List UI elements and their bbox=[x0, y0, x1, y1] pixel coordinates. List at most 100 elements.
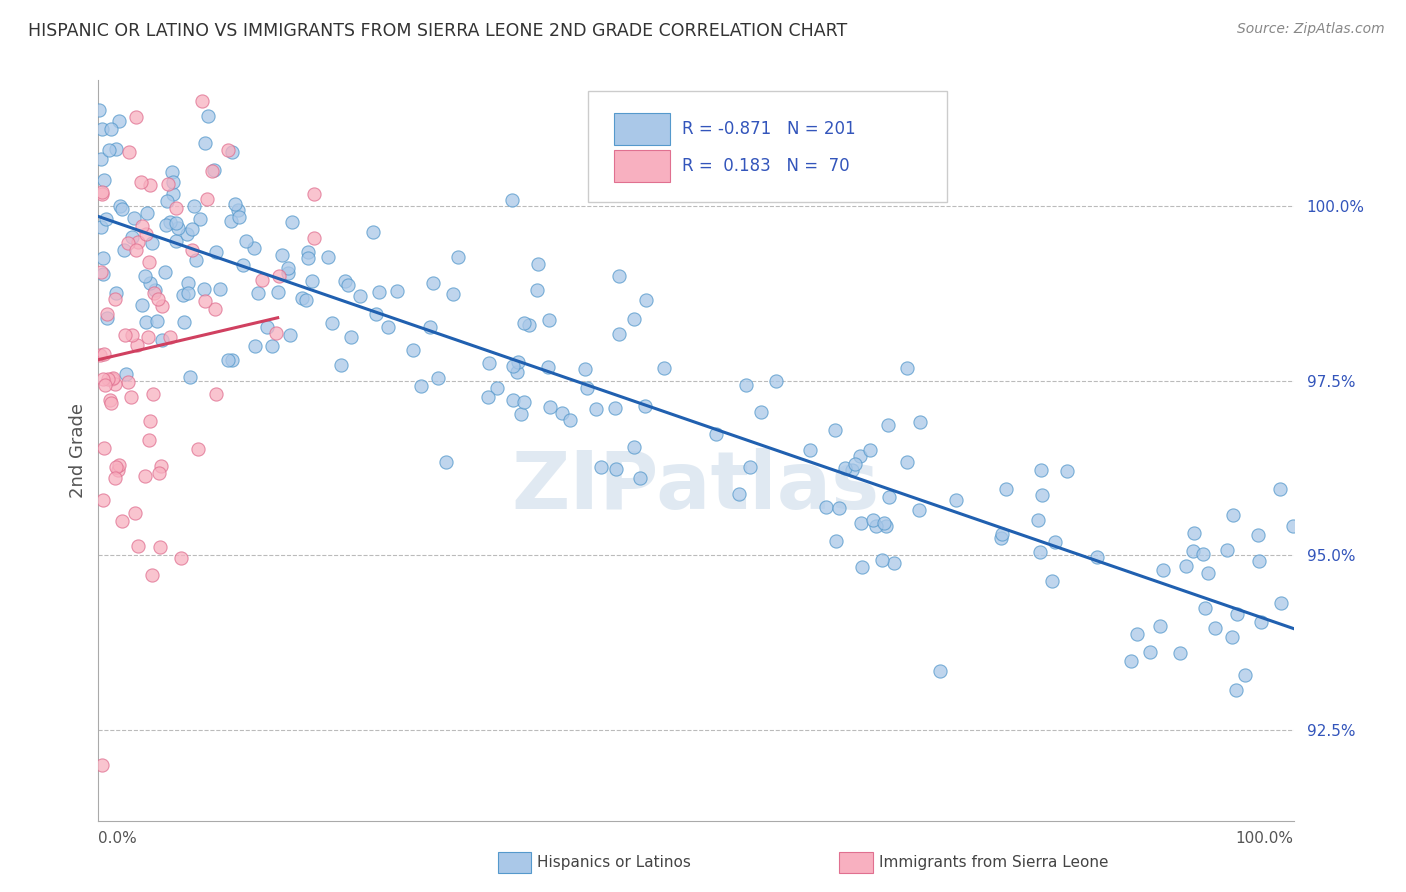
Point bbox=[217, 352, 239, 367]
Point bbox=[121, 230, 143, 244]
Text: HISPANIC OR LATINO VS IMMIGRANTS FROM SIERRA LEONE 2ND GRADE CORRELATION CHART: HISPANIC OR LATINO VS IMMIGRANTS FROM SI… bbox=[28, 22, 848, 40]
Point bbox=[124, 506, 146, 520]
Point bbox=[1031, 488, 1053, 502]
Point bbox=[204, 387, 226, 401]
Point bbox=[1204, 621, 1226, 635]
Point bbox=[851, 516, 873, 531]
Point bbox=[502, 359, 524, 373]
Point bbox=[181, 221, 204, 235]
Point bbox=[91, 122, 114, 136]
Point bbox=[402, 343, 425, 358]
Point bbox=[1234, 668, 1257, 682]
Point bbox=[628, 471, 651, 485]
Point bbox=[184, 253, 207, 268]
Point bbox=[297, 251, 319, 265]
Point bbox=[157, 177, 180, 191]
Point bbox=[98, 143, 121, 157]
Point bbox=[1126, 627, 1149, 641]
Point bbox=[209, 282, 232, 296]
Point bbox=[349, 289, 371, 303]
Point bbox=[1226, 607, 1249, 622]
Point bbox=[387, 284, 409, 298]
Point bbox=[94, 212, 117, 227]
Point bbox=[364, 307, 387, 321]
Point bbox=[100, 396, 122, 410]
Point bbox=[125, 110, 148, 124]
Y-axis label: 2nd Grade: 2nd Grade bbox=[69, 403, 87, 498]
Point bbox=[1043, 534, 1066, 549]
Point bbox=[1152, 563, 1174, 577]
Point bbox=[575, 381, 598, 395]
Point bbox=[834, 460, 856, 475]
Point bbox=[505, 365, 527, 379]
Point bbox=[97, 372, 120, 386]
Point bbox=[149, 459, 172, 474]
Point bbox=[91, 251, 114, 265]
Point bbox=[100, 122, 122, 136]
Point bbox=[96, 307, 118, 321]
Point bbox=[201, 164, 224, 178]
Point bbox=[765, 374, 787, 388]
Point bbox=[704, 427, 727, 442]
Point bbox=[89, 348, 111, 362]
Point bbox=[155, 218, 177, 232]
Point bbox=[558, 413, 581, 427]
Point bbox=[551, 406, 574, 420]
Point bbox=[1181, 544, 1204, 558]
Point bbox=[150, 333, 173, 347]
Point bbox=[478, 356, 501, 370]
Point bbox=[162, 187, 184, 202]
Point bbox=[117, 236, 139, 251]
Point bbox=[217, 143, 239, 157]
Point bbox=[858, 442, 880, 457]
Point bbox=[994, 482, 1017, 496]
Point bbox=[1194, 601, 1216, 615]
Text: 100.0%: 100.0% bbox=[1236, 831, 1294, 847]
Point bbox=[1056, 464, 1078, 478]
Point bbox=[280, 215, 302, 229]
Point bbox=[188, 212, 211, 227]
Point bbox=[138, 433, 160, 447]
Point bbox=[574, 362, 596, 376]
Point bbox=[271, 248, 294, 262]
Point bbox=[825, 533, 848, 548]
Point bbox=[243, 241, 266, 255]
Point bbox=[591, 460, 613, 475]
Point bbox=[1247, 553, 1270, 567]
Point bbox=[93, 442, 115, 456]
Point bbox=[149, 540, 172, 554]
Point bbox=[90, 152, 112, 166]
Point bbox=[427, 371, 450, 385]
Point bbox=[477, 390, 499, 404]
Point bbox=[991, 526, 1014, 541]
Point bbox=[485, 380, 508, 394]
Point bbox=[90, 265, 112, 279]
Point bbox=[512, 316, 534, 330]
Point bbox=[170, 551, 193, 566]
Point bbox=[162, 175, 184, 189]
Point bbox=[87, 103, 110, 117]
Text: ZIPatlas: ZIPatlas bbox=[512, 449, 880, 526]
Point bbox=[1139, 645, 1161, 659]
Point bbox=[814, 500, 837, 514]
Point bbox=[266, 326, 288, 341]
Point bbox=[141, 236, 163, 251]
Point bbox=[221, 145, 243, 159]
Point bbox=[120, 390, 142, 404]
Point bbox=[104, 286, 127, 301]
Point bbox=[844, 458, 866, 472]
Point bbox=[865, 519, 887, 533]
Point bbox=[537, 359, 560, 374]
Point bbox=[172, 288, 194, 302]
Point bbox=[114, 328, 136, 343]
Point bbox=[990, 531, 1012, 545]
Point bbox=[636, 293, 658, 307]
Point bbox=[1029, 463, 1052, 477]
Point bbox=[90, 186, 112, 200]
Point bbox=[165, 201, 187, 215]
Point bbox=[828, 500, 851, 515]
Point bbox=[122, 211, 145, 226]
Point bbox=[841, 463, 863, 477]
Point bbox=[1168, 646, 1191, 660]
Point bbox=[96, 311, 118, 326]
